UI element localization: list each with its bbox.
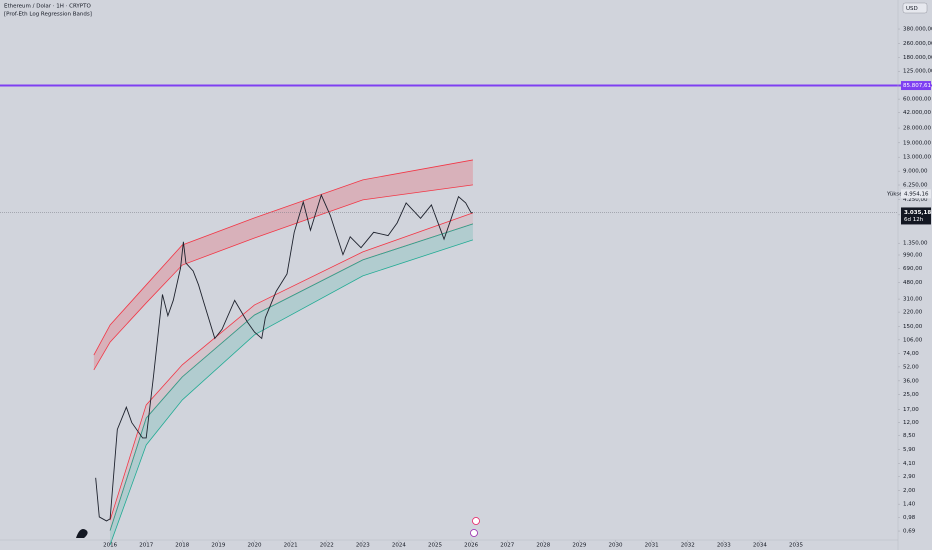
y-tick-label: 1.350,00 — [903, 241, 928, 247]
y-tick-label: 0,98 — [903, 515, 916, 521]
high-label: 4.954,16 — [904, 191, 929, 197]
hline-label-box — [901, 81, 931, 91]
y-tick-label: 17,00 — [903, 407, 919, 413]
last-price-box — [901, 207, 931, 225]
y-tick-label: 150,00 — [903, 324, 923, 330]
x-tick-label: 2020 — [248, 543, 262, 549]
currency-box[interactable] — [902, 2, 928, 14]
x-tick-label: 2028 — [536, 543, 550, 549]
y-tick-label: 74,00 — [903, 351, 919, 357]
indicator-name: [Prof-Eth Log Regression Bands] — [4, 12, 92, 18]
y-tick-label: 0,69 — [903, 529, 916, 535]
y-tick-label: 52,00 — [903, 364, 919, 370]
y-tick-label: 180.000,00 — [903, 55, 932, 61]
y-tick-label: 60.000,00 — [903, 97, 931, 103]
y-tick-label: 480,00 — [903, 280, 923, 286]
x-tick-label: 2024 — [392, 543, 406, 549]
y-tick-label: 690,00 — [903, 266, 923, 272]
high-label-box — [901, 189, 931, 199]
countdown: 6d 12h — [904, 217, 924, 223]
y-tick-label: 125.000,00 — [903, 69, 932, 75]
y-tick-label: 4,10 — [903, 461, 916, 467]
band-fill — [110, 223, 473, 545]
band-line — [93, 159, 473, 356]
x-tick-label: 2022 — [320, 543, 334, 549]
x-tick-label: 2018 — [175, 543, 189, 549]
y-tick-label: 220,00 — [903, 310, 923, 316]
y-tick-label: 19.000,00 — [903, 140, 931, 146]
x-tick-label: 2033 — [717, 543, 731, 549]
x-tick-label: 2021 — [284, 543, 298, 549]
x-tick-label: 2032 — [681, 543, 695, 549]
y-tick-label: 2,90 — [903, 474, 916, 480]
y-tick-label: 9.000,00 — [903, 169, 928, 175]
y-tick-label: 310,00 — [903, 297, 923, 303]
x-tick-label: 2030 — [609, 543, 623, 549]
x-tick-label: 2017 — [139, 543, 153, 549]
x-tick-label: 2016 — [103, 543, 117, 549]
event-markers[interactable] — [470, 517, 480, 537]
chart-title: Ethereum / Dolar · 1H · CRYPTO — [4, 4, 91, 10]
y-tick-label: 5,90 — [903, 447, 916, 453]
band-line — [109, 212, 474, 521]
y-tick-label: 990,00 — [903, 252, 923, 258]
y-tick-label: 380.000,00 — [903, 27, 932, 33]
tradingview-logo — [76, 529, 88, 538]
y-tick-label: 106,00 — [903, 337, 923, 343]
last-price-label: 3.035,18 — [904, 210, 931, 216]
y-tick-label: 260.000,00 — [903, 41, 932, 47]
high-text: Yüksek — [886, 191, 907, 197]
x-tick-label: 2027 — [500, 543, 514, 549]
band-fill — [93, 159, 473, 370]
y-tick-label: 42.000,00 — [903, 110, 931, 116]
plot-area — [93, 159, 474, 545]
band-fill — [110, 212, 473, 531]
y-tick-label: 4.250,00 — [903, 197, 928, 203]
y-tick-label: 28.000,00 — [903, 126, 931, 132]
band-line — [93, 184, 473, 371]
band-line — [109, 239, 474, 545]
x-tick-label: 2029 — [572, 543, 586, 549]
price-line — [95, 193, 474, 522]
y-tick-label: 1,40 — [903, 502, 916, 508]
y-tick-label: 13.000,00 — [903, 155, 931, 161]
y-tick-label: 25,00 — [903, 392, 919, 398]
x-tick-label: 2019 — [211, 543, 225, 549]
x-tick-label: 2023 — [356, 543, 370, 549]
y-tick-label: 8,50 — [903, 433, 916, 439]
x-tick-label: 2031 — [645, 543, 659, 549]
y-tick-label: 36,00 — [903, 378, 919, 384]
y-tick-label: 2,00 — [903, 488, 916, 494]
x-tick-label: 2035 — [789, 543, 803, 549]
y-tick-label: 12,00 — [903, 420, 919, 426]
x-tick-label: 2026 — [464, 543, 478, 549]
x-tick-label: 2025 — [428, 543, 442, 549]
hline-label: 85.807,61 — [903, 83, 931, 89]
band-line — [109, 223, 474, 531]
y-tick-label: 6.250,00 — [903, 183, 928, 189]
currency: USD — [906, 6, 918, 12]
x-tick-label: 2034 — [753, 543, 767, 549]
